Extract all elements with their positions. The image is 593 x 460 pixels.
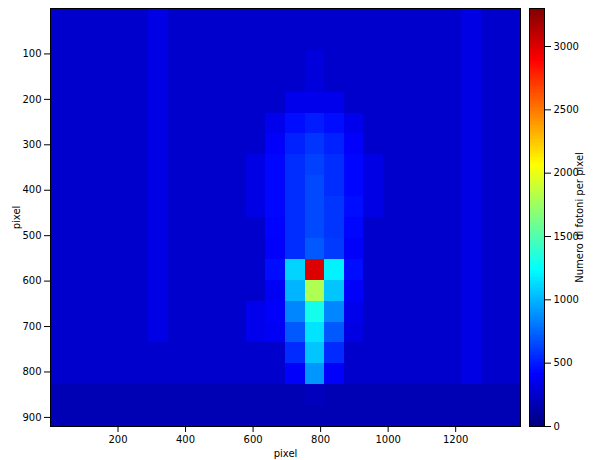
svg-text:500: 500 bbox=[554, 357, 573, 368]
svg-text:3000: 3000 bbox=[554, 41, 579, 52]
svg-text:400: 400 bbox=[22, 184, 41, 195]
svg-text:100: 100 bbox=[22, 48, 41, 59]
svg-text:400: 400 bbox=[176, 434, 195, 445]
svg-text:500: 500 bbox=[22, 230, 41, 241]
svg-text:600: 600 bbox=[244, 434, 263, 445]
svg-text:pixel: pixel bbox=[274, 448, 298, 459]
svg-text:1000: 1000 bbox=[375, 434, 400, 445]
svg-text:200: 200 bbox=[22, 94, 41, 105]
svg-text:1200: 1200 bbox=[443, 434, 468, 445]
svg-text:800: 800 bbox=[311, 434, 330, 445]
svg-text:900: 900 bbox=[22, 412, 41, 423]
svg-text:Numero di fotoni per pixel: Numero di fotoni per pixel bbox=[574, 152, 585, 283]
svg-text:800: 800 bbox=[22, 366, 41, 377]
svg-text:600: 600 bbox=[22, 275, 41, 286]
svg-text:1000: 1000 bbox=[554, 294, 579, 305]
svg-text:1500: 1500 bbox=[553, 230, 579, 242]
svg-text:2000: 2000 bbox=[553, 167, 579, 179]
svg-text:0: 0 bbox=[554, 421, 560, 432]
svg-text:2500: 2500 bbox=[554, 104, 579, 115]
svg-text:200: 200 bbox=[108, 434, 127, 445]
svg-text:700: 700 bbox=[22, 321, 41, 332]
svg-text:300: 300 bbox=[22, 139, 41, 150]
svg-text:pixel: pixel bbox=[11, 206, 22, 230]
